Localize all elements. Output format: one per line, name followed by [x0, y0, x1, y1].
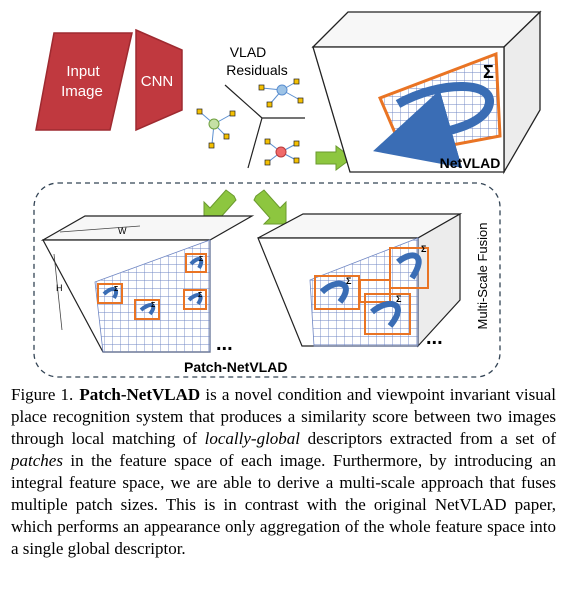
input-image-block: Input Image [35, 32, 133, 131]
figure-diagram: Input Image CNN VLAD Residuals [33, 10, 542, 378]
sigma-left-2: Σ [151, 302, 155, 309]
caption-emphasis-1: locally-global [204, 429, 301, 448]
vlad-label-line2: Residuals [226, 62, 287, 78]
input-label-line2: Image [61, 83, 103, 100]
caption-text-3: in the feature space of each image. Furt… [11, 451, 556, 558]
green-arrow-down-right [253, 189, 287, 225]
patch-netvlad-label: Patch-NetVLAD [184, 359, 287, 375]
vlad-label-line1: VLAD [230, 44, 267, 60]
vlad-residuals-diagram: VLAD Residuals [196, 44, 305, 169]
input-label-line1: Input [66, 63, 100, 80]
multiscale-label: Multi-Scale Fusion [475, 223, 490, 330]
ellipsis-left: ... [216, 333, 233, 355]
netvlad-label: NetVLAD [440, 155, 501, 171]
ellipsis-right: ... [426, 327, 443, 349]
caption-label: Figure 1. [11, 385, 74, 404]
caption-emphasis-2: patches [11, 451, 63, 470]
dim-w-label: W [118, 226, 127, 236]
caption-text-1: is a novel condition and viewpoint invar… [11, 385, 556, 448]
green-arrow-right [315, 145, 353, 171]
cnn-label: CNN [141, 73, 174, 90]
caption-text-2: descriptors extracted from a set of [300, 429, 556, 448]
dim-h-label: H [56, 283, 63, 293]
sigma-left-1: Σ [114, 286, 118, 293]
sigma-right-2: Σ [421, 244, 427, 254]
patch-feature-box-right: Σ Σ Σ ... [257, 212, 463, 349]
patch-feature-box-left: W H Σ Σ Σ Σ ... Patch-NetVLAD [40, 215, 287, 375]
netvlad-box: Σ NetVLAD [311, 10, 542, 175]
sigma-left-4: Σ [199, 256, 203, 263]
netvlad-sigma: Σ [483, 62, 494, 82]
multiscale-region [33, 182, 501, 378]
cnn-block: CNN [135, 28, 183, 132]
figure-caption: Figure 1. Patch-NetVLAD is a novel condit… [0, 384, 567, 560]
caption-title: Patch-NetVLAD [79, 385, 201, 404]
sigma-right-1: Σ [346, 276, 352, 286]
sigma-left-3: Σ [198, 292, 202, 299]
sigma-right-3: Σ [396, 294, 402, 304]
